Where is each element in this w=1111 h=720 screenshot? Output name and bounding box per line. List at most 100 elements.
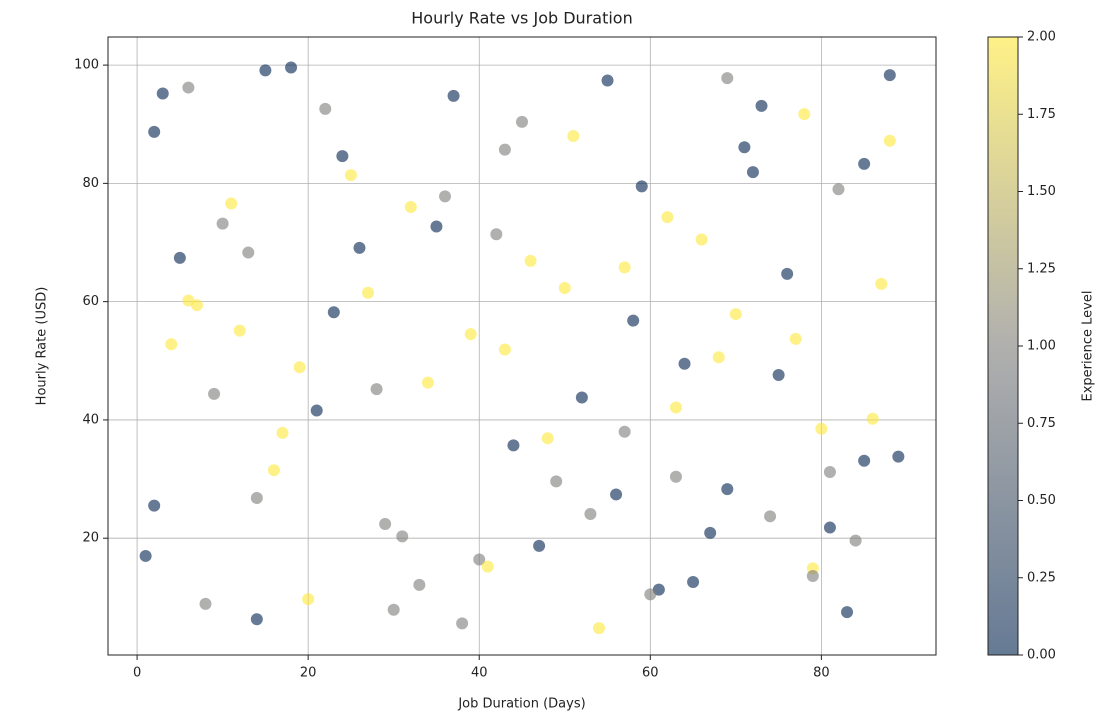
y-tick-label: 80 — [82, 176, 99, 191]
point — [627, 314, 640, 327]
point — [841, 606, 854, 619]
point — [695, 233, 708, 246]
point — [302, 593, 315, 606]
point — [789, 332, 802, 345]
y-tick-label: 100 — [74, 58, 99, 73]
point — [823, 465, 836, 478]
point — [242, 246, 255, 259]
x-axis-label: Job Duration (Days) — [457, 697, 585, 712]
point — [772, 368, 785, 381]
point — [139, 549, 152, 562]
x-tick-label: 60 — [642, 666, 659, 681]
point — [267, 464, 280, 477]
x-tick-label: 40 — [471, 666, 488, 681]
point — [490, 228, 503, 241]
point — [669, 470, 682, 483]
point — [276, 426, 289, 439]
point — [669, 401, 682, 414]
x-tick-label: 20 — [300, 666, 317, 681]
point — [182, 294, 195, 307]
point — [404, 201, 417, 214]
point — [729, 308, 742, 321]
x-tick-label: 80 — [813, 666, 830, 681]
plot-frame — [107, 36, 937, 656]
point — [387, 603, 400, 616]
y-tick-label: 40 — [82, 412, 99, 427]
point — [678, 357, 691, 370]
point — [892, 450, 905, 463]
point — [883, 134, 896, 147]
point — [319, 102, 332, 115]
point — [601, 74, 614, 87]
point — [610, 488, 623, 501]
point — [781, 267, 794, 280]
colorbar-tick-label: 0.00 — [1027, 648, 1056, 663]
point — [225, 197, 238, 210]
point — [379, 518, 392, 531]
point — [618, 261, 631, 274]
point — [644, 588, 657, 601]
colorbar-tick-label: 1.50 — [1027, 184, 1056, 199]
colorbar-label: Experience Level — [1081, 291, 1096, 402]
point — [456, 617, 469, 630]
point — [823, 521, 836, 534]
point — [738, 141, 751, 154]
point — [524, 254, 537, 267]
point — [498, 343, 511, 356]
point — [182, 81, 195, 94]
point — [259, 64, 272, 77]
point — [336, 150, 349, 163]
point — [250, 491, 263, 504]
point — [704, 526, 717, 539]
point — [858, 157, 871, 170]
point — [199, 597, 212, 610]
point — [618, 425, 631, 438]
point — [439, 190, 452, 203]
point — [507, 439, 520, 452]
point — [558, 282, 571, 295]
point — [798, 108, 811, 121]
point — [208, 387, 221, 400]
point — [353, 241, 366, 254]
point — [858, 454, 871, 467]
point — [516, 115, 528, 128]
point — [370, 383, 383, 396]
y-tick-label: 20 — [82, 531, 99, 546]
point — [635, 180, 648, 193]
colorbar-tick-label: 0.75 — [1027, 416, 1056, 431]
point — [413, 578, 426, 591]
point — [721, 483, 734, 496]
colorbar-tick-label: 1.75 — [1027, 107, 1056, 122]
x-tick-label: 0 — [133, 666, 141, 681]
point — [327, 306, 340, 319]
point — [687, 575, 700, 588]
point — [310, 404, 323, 417]
point — [447, 89, 460, 102]
y-axis-label: Hourly Rate (USD) — [35, 287, 50, 406]
point — [832, 183, 845, 196]
point — [250, 613, 263, 626]
point — [541, 432, 554, 445]
point — [592, 622, 605, 635]
point — [216, 217, 229, 230]
colorbar — [987, 36, 1019, 656]
colorbar-tick-label: 2.00 — [1027, 30, 1056, 45]
colorbar-tick-label: 0.25 — [1027, 570, 1056, 585]
point — [156, 87, 169, 100]
point — [344, 169, 357, 182]
colorbar-tick-label: 0.50 — [1027, 493, 1056, 508]
point — [866, 412, 879, 425]
point — [173, 251, 186, 264]
point — [430, 220, 443, 233]
point — [396, 530, 409, 543]
point — [464, 328, 477, 341]
point — [746, 166, 759, 179]
colorbar-tick-label: 1.00 — [1027, 339, 1056, 354]
y-tick-label: 60 — [82, 294, 99, 309]
point — [533, 539, 546, 552]
point — [233, 324, 246, 337]
point — [575, 391, 588, 404]
point — [285, 61, 298, 74]
point — [755, 99, 768, 112]
